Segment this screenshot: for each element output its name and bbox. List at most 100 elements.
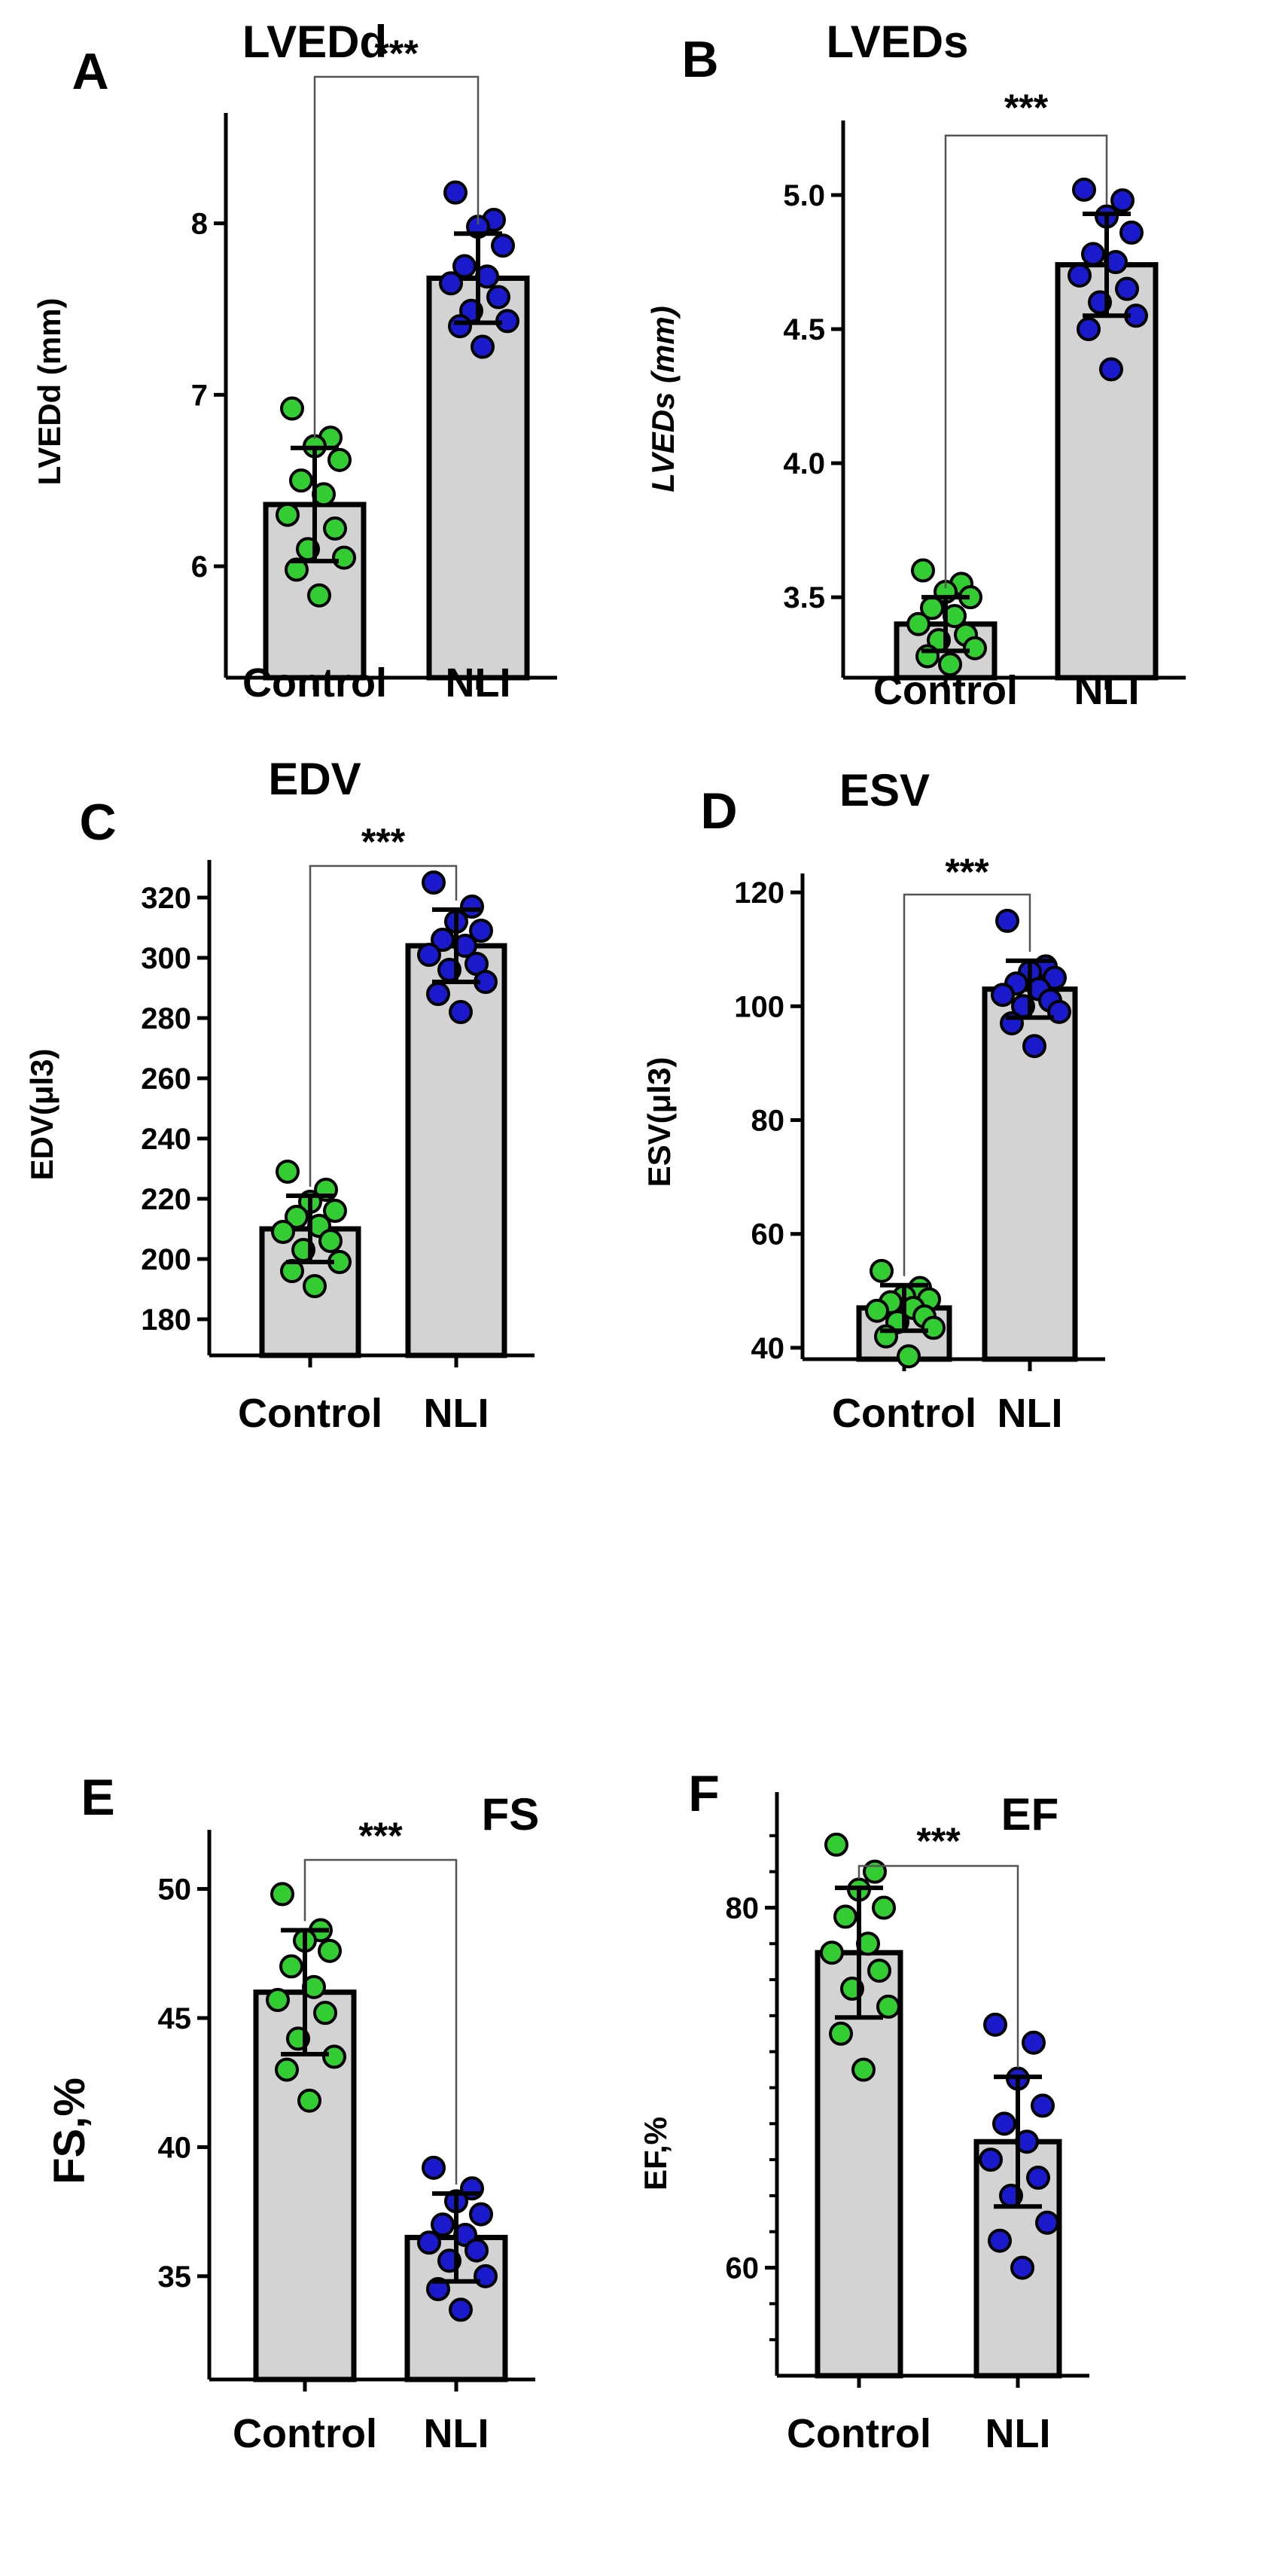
data-point-nli	[448, 314, 472, 339]
data-point-nli	[1081, 242, 1105, 267]
data-point-nli	[417, 2230, 441, 2255]
data-point-nli	[491, 233, 515, 258]
data-point-control	[921, 1315, 946, 1340]
data-point-control	[938, 652, 962, 677]
panel-letter: B	[681, 31, 718, 88]
data-point-nli	[1110, 188, 1135, 213]
data-point-control	[322, 2044, 346, 2069]
data-point-control	[824, 1832, 848, 1857]
category-label-control: Control	[238, 1391, 382, 1436]
y-tick-label: 35	[158, 2260, 192, 2294]
chart-panel-c: C EDV EDV(μl3) 180 200 220 240 260 280 300 320 Cont…	[24, 754, 535, 1436]
y-tick-label: 5.0	[783, 179, 825, 212]
panel-letter: A	[72, 43, 108, 100]
data-point-nli	[426, 982, 450, 1006]
significance-label: ***	[361, 821, 406, 863]
significance-label: ***	[916, 1820, 961, 1862]
data-point-control	[303, 1274, 327, 1298]
data-point-control	[876, 1994, 900, 2019]
data-point-control	[867, 1959, 891, 1983]
data-point-nli	[1035, 2210, 1059, 2235]
y-tick-label: 3.5	[783, 581, 825, 614]
data-point-control	[332, 545, 356, 570]
data-point-nli	[422, 870, 446, 895]
chart-panel-e: E FS FS,% 35 40 45 50 Control NLI ***	[45, 1769, 539, 2456]
data-point-nli	[1077, 317, 1101, 342]
y-tick-label: 40	[158, 2131, 192, 2164]
data-point-control	[285, 1205, 309, 1229]
y-tick-label: 4.0	[783, 447, 825, 480]
data-point-nli	[1022, 1034, 1046, 1059]
category-label-control: Control	[832, 1391, 976, 1436]
y-tick-label: 260	[141, 1062, 191, 1096]
data-point-control	[833, 1904, 857, 1929]
data-point-nli	[1068, 263, 1092, 288]
y-axis-label: LVEDs (mm)	[645, 306, 681, 492]
y-tick-label: 280	[141, 1002, 191, 1035]
data-point-control	[271, 1220, 295, 1244]
data-point-nli	[979, 2148, 1003, 2172]
chart-title: ESV	[839, 765, 930, 815]
category-label-nli: NLI	[985, 2411, 1051, 2456]
y-tick-label: 180	[141, 1303, 191, 1337]
data-point-control	[266, 1988, 290, 2012]
data-point-nli	[449, 1000, 473, 1024]
data-point-nli	[439, 271, 463, 296]
y-tick-label: 7	[191, 379, 208, 412]
data-point-nli	[1119, 220, 1144, 245]
data-point-nli	[449, 2297, 473, 2322]
y-axis-label: FS,%	[45, 2078, 94, 2184]
data-point-nli	[1072, 177, 1096, 202]
chart-title: LVEDs	[827, 17, 969, 67]
data-point-control	[313, 2001, 337, 2026]
significance-bracket	[309, 864, 458, 1187]
data-point-control	[897, 1344, 921, 1369]
data-point-nli	[443, 180, 468, 205]
y-tick-label: 80	[726, 1892, 760, 1925]
data-point-nli	[983, 2012, 1007, 2037]
data-point-control	[323, 1199, 347, 1223]
data-point-control	[872, 1895, 896, 1920]
chart-panel-d: D ESV ESV(μl3) 40 60 80 100 120 Control NLI ***	[641, 765, 1105, 1436]
significance-label: ***	[1004, 87, 1049, 129]
data-point-control	[323, 516, 347, 541]
chart-panel-f: F EF EF,% 60 80 Control NLI ***	[638, 1765, 1089, 2456]
significance-label: ***	[945, 851, 989, 893]
y-tick-label: 240	[141, 1123, 191, 1156]
data-point-control	[911, 558, 935, 583]
data-point-nli	[1043, 965, 1067, 990]
y-tick-label: 60	[726, 2252, 760, 2285]
data-point-nli	[988, 2228, 1012, 2253]
data-point-control	[327, 447, 352, 472]
significance-label: ***	[374, 32, 419, 75]
significance-bracket	[303, 1858, 458, 2185]
data-point-nli	[452, 254, 477, 279]
significance-bracket	[313, 75, 480, 439]
category-label-nli: NLI	[424, 1391, 489, 1436]
y-axis-label: LVEDd (mm)	[32, 298, 67, 486]
category-label-nli: NLI	[424, 2411, 489, 2456]
data-point-nli	[426, 2277, 450, 2301]
y-tick-label: 60	[751, 1218, 785, 1251]
data-point-nli	[1099, 357, 1123, 382]
data-point-control	[318, 1938, 342, 1963]
panel-letter: C	[79, 794, 116, 851]
y-tick-label: 300	[141, 942, 191, 975]
data-point-control	[863, 1859, 887, 1884]
data-point-control	[820, 1940, 844, 1965]
y-tick-label: 120	[734, 876, 784, 910]
y-tick-label: 200	[141, 1243, 191, 1276]
data-point-control	[276, 502, 300, 527]
data-point-control	[279, 1954, 303, 1979]
significance-bracket	[857, 1864, 1019, 2068]
data-point-nli	[1022, 2030, 1046, 2055]
y-tick-label: 4.5	[783, 313, 825, 346]
y-tick-label: 40	[751, 1332, 785, 1365]
data-point-control	[318, 1229, 343, 1253]
chart-title: EF	[1001, 1789, 1059, 1840]
data-point-nli	[417, 943, 441, 967]
y-tick-label: 45	[158, 2002, 192, 2035]
y-tick-label: 220	[141, 1183, 191, 1216]
category-label-control: Control	[242, 660, 387, 706]
